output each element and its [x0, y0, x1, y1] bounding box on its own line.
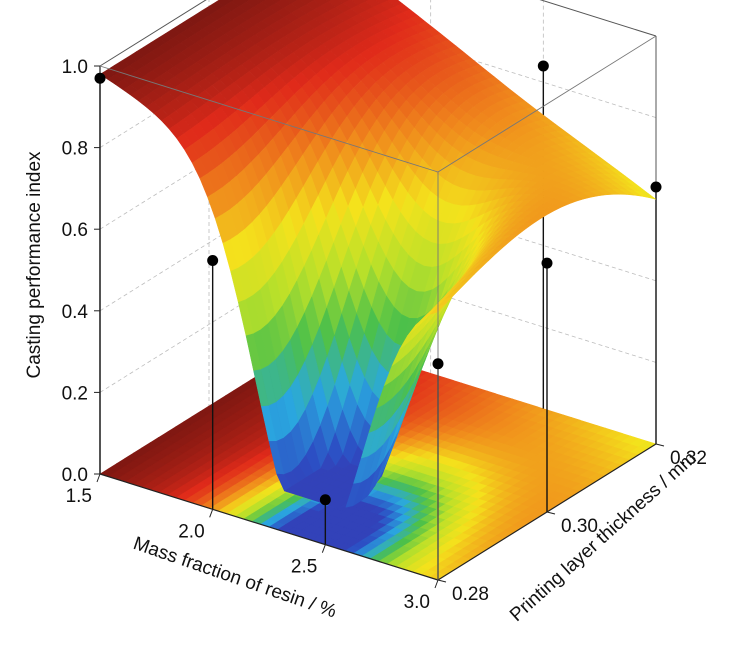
x-tick-mark [96, 473, 101, 483]
y-tick-label: 0.30 [561, 516, 598, 537]
experimental-point [537, 60, 549, 72]
x-tick-mark [321, 544, 326, 553]
x-axis-label: Mass fraction of resin / % [131, 533, 340, 622]
box-edge [99, 0, 207, 67]
side-wall-gridline [99, 256, 319, 393]
z-tick-label: 1.0 [62, 57, 88, 78]
box-edge [99, 65, 439, 173]
tick-labels: 0.0 0.2 0.4 0.6 0.8 1.0 1.5 2.0 2.5 3.0 0.28 0.30 0.… [62, 57, 707, 613]
experimental-point [432, 358, 444, 370]
x-tick-mark [209, 509, 214, 518]
z-tick-label: 0.8 [62, 139, 88, 160]
z-tick-label: 0.0 [62, 465, 88, 486]
x-tick-mark [434, 579, 439, 589]
z-tick-label: 0.2 [62, 383, 88, 404]
experimental-point [541, 257, 553, 269]
box-edge [437, 35, 657, 173]
y-tick-mark [546, 511, 556, 515]
x-tick-label: 2.0 [178, 521, 204, 542]
y-tick-label: 0.28 [452, 584, 489, 605]
box-edge [99, 473, 439, 581]
axis-box-front [99, 35, 657, 581]
side-wall-gridline [99, 174, 319, 312]
experimental-point [319, 494, 331, 506]
z-tick-label: 0.4 [62, 302, 89, 323]
x-tick-label: 1.5 [66, 486, 92, 507]
y-tick-mark [437, 579, 447, 583]
z-tick-label: 0.6 [62, 220, 88, 241]
box-edge [539, 0, 657, 37]
x-tick-label: 3.0 [404, 592, 430, 613]
experimental-point [650, 181, 662, 193]
experimental-points [94, 60, 662, 506]
x-tick-label: 2.5 [291, 557, 317, 578]
z-axis-label: Casting performance index [24, 151, 45, 379]
y-tick-mark [655, 443, 665, 447]
experimental-point [94, 72, 106, 84]
y-tick-label: 0.32 [670, 448, 707, 469]
response-surface [99, 0, 657, 509]
experimental-point [207, 254, 219, 266]
